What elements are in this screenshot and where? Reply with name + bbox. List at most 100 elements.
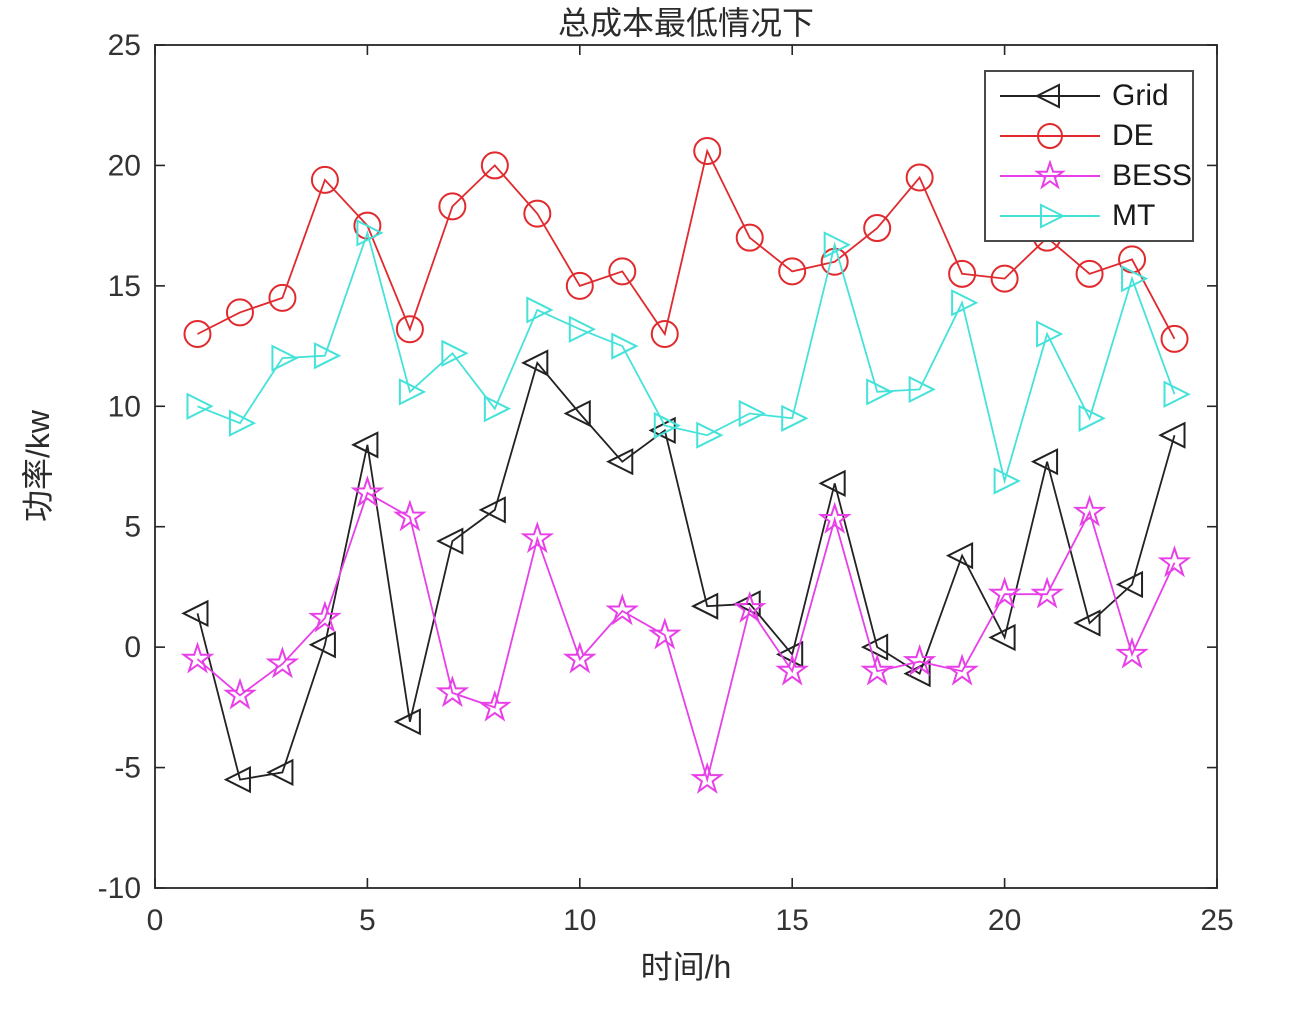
data-point-marker [225,298,254,327]
data-point-marker [353,211,382,240]
data-point-marker [993,467,1021,495]
data-point-marker [905,163,934,192]
data-point-marker [356,219,384,247]
data-point-marker [308,600,342,633]
data-point-marker [438,192,467,221]
legend-marker-glyph [1034,159,1066,190]
x-tick-label: 15 [776,904,809,937]
legend-label-de: DE [1112,119,1154,152]
legend-marker-glyph [1037,123,1063,149]
data-point-marker [563,399,591,428]
y-tick-label: 25 [108,29,141,62]
data-point-marker [738,399,766,428]
data-point-marker [308,631,336,659]
data-point-marker [223,677,257,710]
data-point-marker [520,521,555,554]
series-line-mt [197,229,1176,485]
data-point-marker [732,590,767,623]
y-tick-label: 10 [108,390,141,423]
series-line-de [197,148,1176,340]
legend-label-grid: Grid [1112,79,1169,112]
data-point-marker [653,411,681,440]
data-point-marker [860,653,895,686]
data-point-marker [1036,320,1064,348]
legend-label-mt: MT [1112,199,1156,232]
data-point-marker [186,392,214,420]
x-axis-label: 时间/h [640,949,732,985]
legend-label-bess: BESS [1112,159,1193,192]
y-tick-label: -5 [114,752,141,785]
data-point-marker [526,296,554,324]
data-point-marker [1075,259,1104,288]
legend-marker-triangle-right [1000,203,1100,229]
data-point-marker [313,342,342,370]
data-point-marker [778,257,807,286]
data-point-marker [395,315,424,344]
series-mt [186,219,1191,495]
data-point-marker [860,633,889,661]
data-point-marker [181,599,209,628]
legend-item-bess: BESS [998,156,1192,196]
data-point-marker [568,315,597,343]
data-point-marker [1030,576,1064,609]
data-point-marker [1121,265,1149,293]
y-tick-label: 5 [124,511,141,544]
data-point-marker [693,136,722,165]
series-grid [181,349,1186,794]
data-point-marker [435,675,470,708]
data-point-marker [1115,570,1144,599]
data-point-marker [478,496,506,524]
legend-item-grid: Grid [998,76,1192,116]
y-axis-label: 功率/kw [20,409,56,523]
data-point-marker [268,283,297,312]
data-point-marker [180,641,215,674]
legend-marker-glyph [1034,83,1060,109]
data-point-marker [690,761,725,794]
data-point-marker [735,223,764,252]
data-point-marker [480,151,509,180]
data-point-marker [1030,448,1059,476]
x-tick-label: 20 [988,904,1021,937]
data-point-marker [696,421,724,449]
data-point-marker [945,653,979,686]
data-point-marker [1072,494,1107,527]
series-de [183,136,1189,353]
data-point-marker [483,395,512,423]
data-point-marker [393,499,427,532]
y-tick-label: -10 [98,872,141,905]
series-line-bess [196,491,1176,784]
data-point-marker [1160,324,1189,353]
data-point-marker [398,378,427,406]
data-point-marker [1157,545,1192,578]
series-line-grid [196,361,1176,781]
data-point-marker [948,259,977,288]
data-point-marker [818,469,846,497]
data-point-marker [648,416,676,444]
legend-item-de: DE [998,116,1192,156]
x-tick-label: 5 [359,904,376,937]
data-point-marker [523,199,552,228]
data-point-marker [441,339,469,367]
data-point-marker [781,404,809,432]
y-tick-label: 20 [108,149,141,182]
data-point-marker [393,708,421,736]
data-point-marker [521,349,549,377]
legend: Grid DE BESS MT [984,70,1194,242]
data-point-marker [228,409,257,437]
data-point-marker [863,214,892,243]
legend-marker-star [1000,159,1100,190]
data-point-marker [1073,609,1101,637]
data-point-marker [908,375,936,404]
legend-marker-circle [1000,123,1100,149]
data-point-marker [265,646,300,679]
series-bess [180,475,1192,794]
legend-marker-glyph [1040,203,1066,229]
data-point-marker [606,448,634,476]
x-tick-label: 10 [563,904,596,937]
axes-box [154,44,1218,889]
data-point-marker [817,501,852,534]
data-point-marker [565,271,594,300]
data-point-marker [1158,421,1186,449]
